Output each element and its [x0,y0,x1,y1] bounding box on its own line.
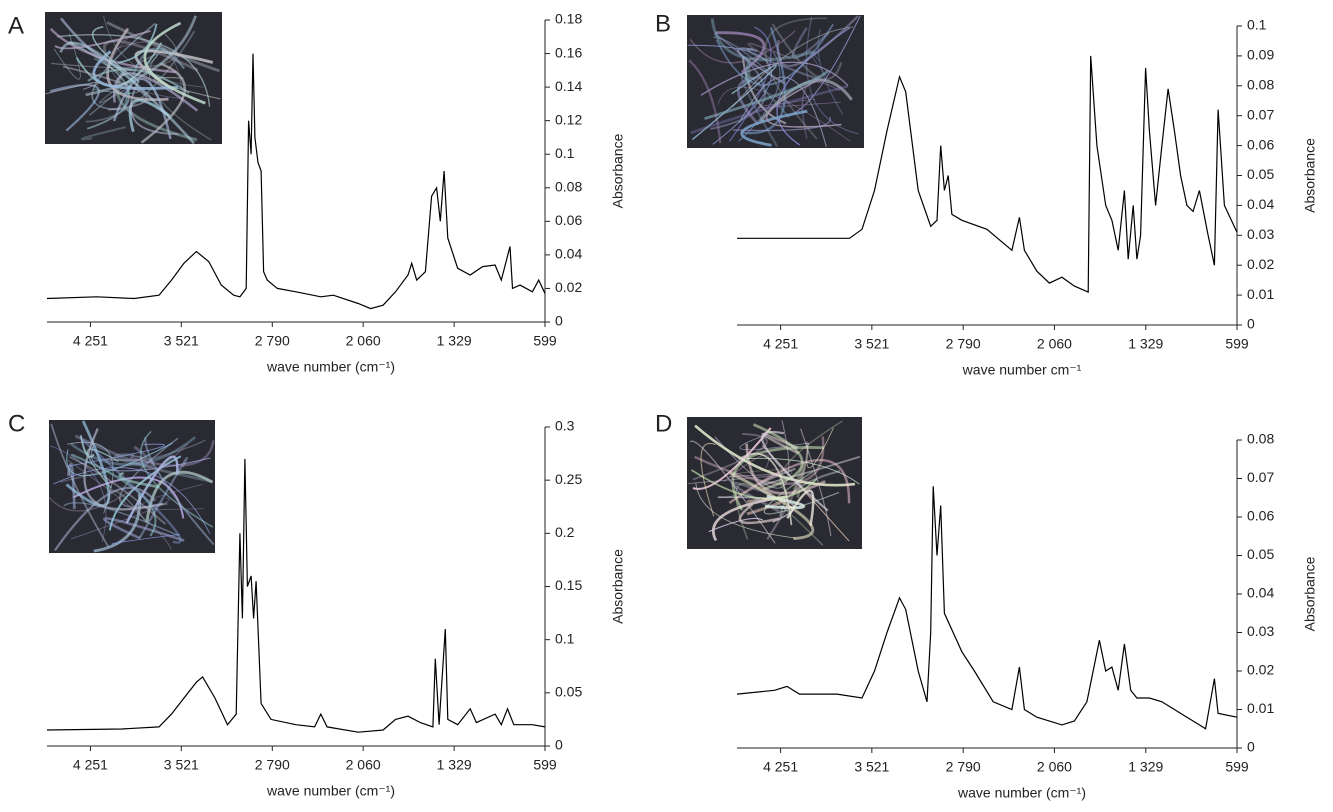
y-tick-label: 0.08 [555,178,582,194]
y-tick-label: 0.25 [555,471,582,487]
y-tick-label: 0.02 [555,279,582,295]
panel: D 4 251 3 521 2 790 2 060 1 329 599 0 0.01 0.02 0.… [655,410,1318,800]
y-tick-label: 0.14 [555,78,582,94]
y-tick-label: 0 [1247,739,1255,755]
y-tick-label: 0.12 [555,111,582,127]
panel: C 4 251 3 521 2 790 2 060 1 329 599 0 0.05 0.1 0.1… [8,410,626,798]
fiber-photo [687,417,862,549]
y-tick-label: 0.04 [1247,585,1274,601]
x-tick-label: 599 [1225,759,1249,775]
x-tick-label: 2 060 [1037,336,1072,352]
y-tick-label: 0.05 [1247,546,1274,562]
y-tick-label: 0 [1247,316,1255,332]
fiber-photo [687,15,864,148]
panel-letter: B [655,10,671,37]
y-tick-label: 0.15 [555,577,582,593]
x-axis-label: wave number cm⁻¹ [962,362,1082,378]
y-tick-label: 0.04 [1247,196,1274,212]
panel-letter: C [8,410,25,437]
panel-letter: D [655,410,672,437]
y-tick-label: 0.03 [1247,226,1274,242]
y-tick-label: 0.04 [555,246,582,262]
y-tick-label: 0.06 [555,212,582,228]
x-tick-label: 4 251 [763,759,798,775]
x-tick-label: 3 521 [854,759,889,775]
y-tick-label: 0.09 [1247,47,1274,63]
y-tick-label: 0.01 [1247,286,1274,302]
y-axis-label: Absorbance [610,133,626,208]
fiber-photo [49,420,215,553]
y-tick-label: 0.08 [1247,77,1274,93]
y-tick-label: 0.02 [1247,256,1274,272]
y-tick-label: 0.16 [555,44,582,60]
y-tick-label: 0.05 [555,684,582,700]
x-tick-label: 1 329 [437,757,472,773]
x-tick-label: 1 329 [437,333,472,349]
y-tick-label: 0.07 [1247,106,1274,122]
x-tick-label: 1 329 [1128,336,1163,352]
y-tick-label: 0.2 [555,524,575,540]
y-tick-label: 0.18 [555,11,582,27]
x-tick-label: 1 329 [1128,759,1163,775]
x-tick-label: 2 060 [1037,759,1072,775]
fiber-photo [45,12,222,144]
x-tick-label: 3 521 [164,757,199,773]
y-tick-label: 0.07 [1247,469,1274,485]
spectrum-line [46,458,546,733]
y-axis-label: Absorbance [1302,138,1318,213]
y-tick-label: 0.01 [1247,700,1274,716]
x-tick-label: 2 060 [346,333,381,349]
x-tick-label: 4 251 [763,336,798,352]
x-tick-label: 2 790 [946,759,981,775]
y-tick-label: 0.3 [555,418,575,434]
x-tick-label: 2 790 [255,333,290,349]
y-tick-label: 0.06 [1247,508,1274,524]
y-tick-label: 0.08 [1247,431,1274,447]
panel: B 4 251 3 521 2 790 2 060 1 329 599 0 0.01 0.02 0.… [655,10,1318,377]
y-tick-label: 0.05 [1247,166,1274,182]
x-tick-label: 2 060 [346,757,381,773]
y-tick-label: 0.03 [1247,623,1274,639]
x-axis-label: wave number (cm⁻¹) [266,359,395,375]
y-tick-label: 0.1 [1247,17,1267,33]
y-tick-label: 0.02 [1247,662,1274,678]
panel-letter: A [8,12,24,39]
x-axis-label: wave number (cm⁻¹) [957,785,1086,801]
spectrum-line [736,486,1238,730]
y-tick-label: 0.06 [1247,136,1274,152]
spectrum-line [737,55,1238,294]
y-tick-label: 0 [555,313,563,329]
x-tick-label: 599 [533,757,557,773]
x-tick-label: 599 [1225,336,1249,352]
x-tick-label: 3 521 [854,336,889,352]
y-tick-label: 0 [555,737,563,753]
y-axis-label: Absorbance [1302,556,1318,631]
spectrum-line [46,53,546,310]
y-axis-label: Absorbance [610,549,626,624]
panel: A 4 251 3 521 2 790 2 060 1 329 599 0 0.02 0.04 0.… [8,11,626,375]
x-tick-label: 3 521 [164,333,199,349]
y-tick-label: 0.1 [555,145,575,161]
x-axis-label: wave number (cm⁻¹) [266,783,395,799]
x-tick-label: 599 [533,333,557,349]
x-tick-label: 4 251 [73,757,108,773]
x-tick-label: 2 790 [946,336,981,352]
x-tick-label: 2 790 [255,757,290,773]
y-tick-label: 0.1 [555,630,575,646]
x-tick-label: 4 251 [73,333,108,349]
